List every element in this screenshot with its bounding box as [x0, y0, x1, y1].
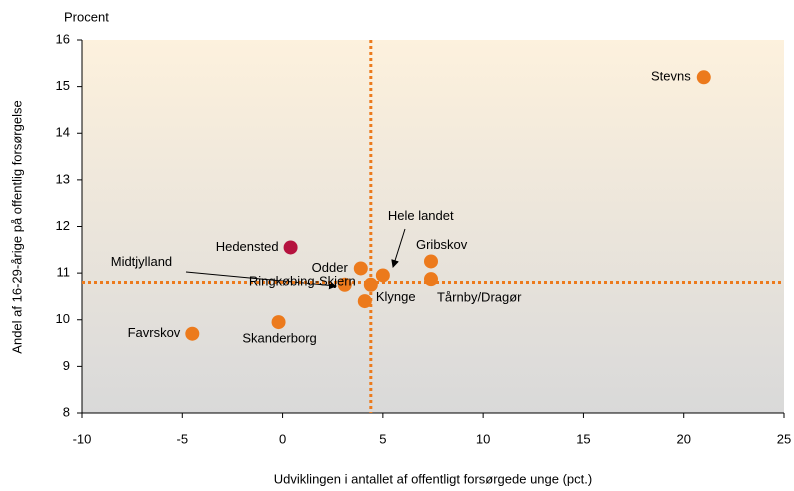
- x-tick-label: 10: [476, 431, 490, 446]
- x-tick-label: -5: [177, 431, 189, 446]
- point: [357, 294, 372, 309]
- point: [423, 272, 438, 287]
- y-unit-label: Procent: [64, 9, 109, 24]
- point-label: Hedensted: [216, 239, 279, 254]
- x-tick-label: 15: [576, 431, 590, 446]
- x-tick-label: 0: [279, 431, 286, 446]
- x-tick-label: 20: [676, 431, 690, 446]
- point: [363, 277, 378, 292]
- point: [375, 268, 390, 283]
- y-axis-label: Andel af 16-29-årige på offentlig forsør…: [9, 100, 24, 353]
- point-label: Hele landet: [388, 208, 454, 223]
- y-tick-label: 8: [63, 404, 70, 419]
- point-label: Midtjylland: [111, 254, 172, 269]
- x-tick-label: 25: [777, 431, 791, 446]
- plot-area: [82, 40, 784, 413]
- point: [283, 240, 298, 255]
- y-tick-label: 11: [57, 265, 71, 280]
- point-label: Gribskov: [416, 237, 468, 252]
- y-tick-label: 12: [56, 218, 70, 233]
- point: [696, 70, 711, 85]
- point: [337, 277, 352, 292]
- point: [271, 315, 286, 330]
- point-label: Odder: [312, 260, 349, 275]
- point-label: Ringkøbing-Skjern: [249, 274, 356, 289]
- x-tick-label: 5: [379, 431, 386, 446]
- y-tick-label: 13: [56, 171, 70, 186]
- point-label: Klynge: [376, 289, 416, 304]
- x-axis-label: Udviklingen i antallet af offentligt for…: [274, 471, 592, 486]
- point: [185, 326, 200, 341]
- x-tick-label: -10: [73, 431, 92, 446]
- point-label: Favrskov: [128, 325, 181, 340]
- point: [353, 261, 368, 276]
- y-tick-label: 15: [56, 78, 70, 93]
- annotation-arrow: [391, 228, 406, 268]
- point-label: Tårnby/Dragør: [437, 290, 522, 305]
- y-tick-label: 9: [63, 358, 70, 373]
- point-label: Skanderborg: [242, 331, 316, 346]
- point: [423, 254, 438, 269]
- y-tick-label: 14: [56, 125, 70, 140]
- point-label: Stevns: [651, 69, 691, 84]
- y-tick-label: 10: [56, 311, 70, 326]
- y-tick-label: 16: [56, 31, 70, 46]
